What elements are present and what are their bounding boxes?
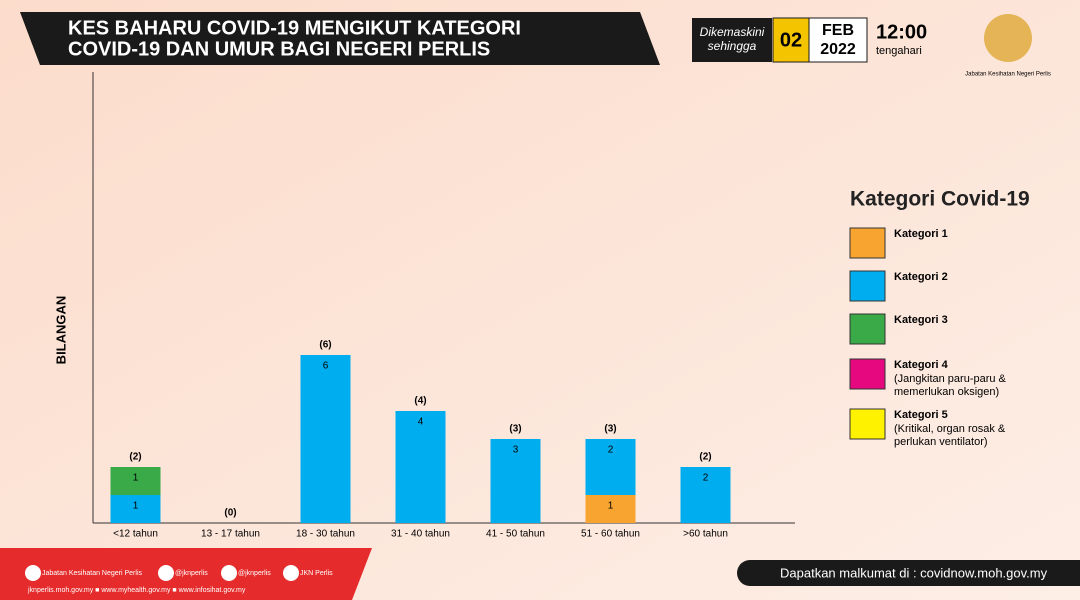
legend-title: Kategori Covid-19: [850, 188, 1030, 211]
total-label: (3): [604, 424, 616, 435]
info: Dapatkan malkumat di : covidnow.moh.gov.…: [780, 565, 1048, 580]
legend-name: Kategori 5: [894, 409, 948, 421]
month: FEB: [822, 22, 854, 39]
total-label: (3): [509, 424, 521, 435]
icon: [221, 565, 237, 581]
logo: [984, 14, 1032, 62]
social: @jknperlis: [238, 570, 271, 577]
icon: [158, 565, 174, 581]
social: @jknperlis: [175, 570, 208, 577]
bar-segment: [490, 439, 541, 523]
value-label: 3: [513, 445, 519, 456]
x-tick-label: 13 - 17 tahun: [201, 529, 260, 540]
value-label: 6: [323, 361, 329, 372]
legend-swatch: [849, 227, 886, 259]
legend-name: Kategori 3: [894, 314, 948, 326]
links: jknperlis.moh.gov.my ■ www.myhealth.gov.…: [27, 587, 246, 594]
social: Jabatan Kesihatan Negeri Perlis: [42, 570, 143, 577]
updated-label: sehingga: [708, 39, 757, 53]
x-tick-label: 51 - 60 tahun: [581, 529, 640, 540]
footer-banner: [0, 548, 372, 600]
legend-swatch: [849, 358, 886, 390]
bar-segment: [110, 495, 161, 523]
bar-segment: [585, 495, 636, 523]
bar-segment: [110, 467, 161, 495]
legend-swatch: [849, 270, 886, 302]
legend-name: Kategori 1: [894, 228, 948, 240]
value-label: 2: [703, 473, 709, 484]
value-label: 1: [133, 501, 139, 512]
time: 12:00: [876, 21, 927, 43]
updated-label: Dikemaskini: [700, 25, 765, 39]
day: 02: [780, 29, 802, 51]
total-label: (4): [414, 396, 426, 407]
x-tick-label: 41 - 50 tahun: [486, 529, 545, 540]
x-tick-label: <12 tahun: [113, 529, 158, 540]
bar-segment: [680, 467, 731, 523]
x-tick-label: 18 - 30 tahun: [296, 529, 355, 540]
legend-description: (Kritikal, organ rosak & perlukan ventila…: [894, 423, 1006, 448]
icon: [283, 565, 299, 581]
total-label: (0): [224, 508, 236, 519]
title: KES BAHARU COVID-19 MENGIKUT KATEGORI: [68, 17, 521, 39]
title-banner: [20, 12, 660, 65]
year: 2022: [820, 41, 856, 58]
bar-segment: [300, 355, 351, 523]
value-label: 2: [608, 445, 614, 456]
value-label: 1: [133, 473, 139, 484]
legend-swatch: [849, 313, 886, 345]
icon: [25, 565, 41, 581]
legend-description: (Jangkitan paru-paru & memerlukan oksigen…: [894, 373, 1007, 398]
month-box: [808, 17, 868, 63]
value-label: 4: [418, 417, 424, 428]
info-bar: [737, 560, 1080, 586]
y-axis-label: BILANGAN: [53, 296, 68, 365]
x-tick-label: 31 - 40 tahun: [391, 529, 450, 540]
legend-swatch: [849, 408, 886, 440]
total-label: (6): [319, 340, 331, 351]
total-label: (2): [129, 452, 141, 463]
date-label-box: [692, 18, 772, 62]
legend-name: Kategori 2: [894, 271, 948, 283]
bar-segment: [395, 411, 446, 523]
bar-segment: [585, 439, 636, 495]
title: COVID-19 DAN UMUR BAGI NEGERI PERLIS: [68, 38, 490, 60]
logo-caption: Jabatan Kesihatan Negeri Perlis: [965, 72, 1051, 78]
social: JKN Perlis: [300, 570, 333, 577]
value-label: 1: [608, 501, 614, 512]
total-label: (2): [699, 452, 711, 463]
legend-name: Kategori 4: [894, 359, 949, 371]
x-tick-label: >60 tahun: [683, 529, 728, 540]
time-note: tengahari: [876, 45, 922, 57]
